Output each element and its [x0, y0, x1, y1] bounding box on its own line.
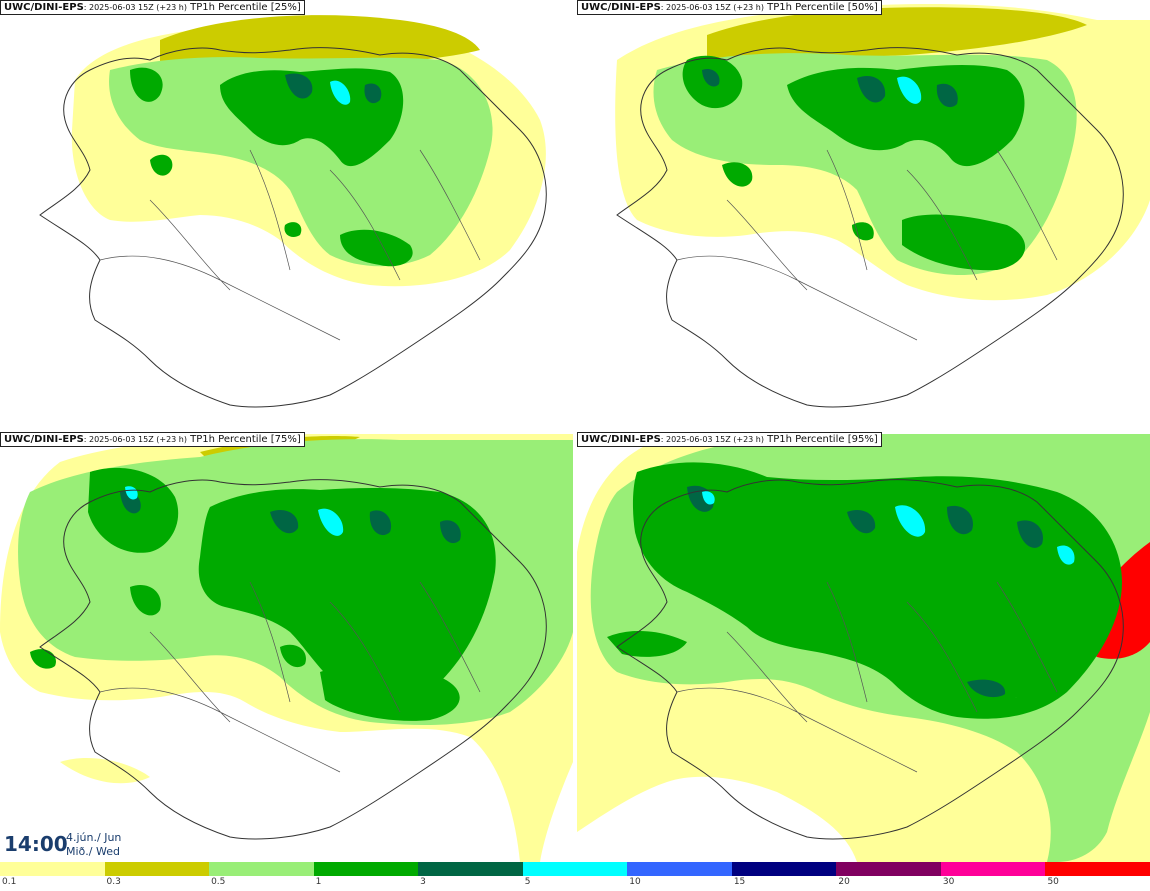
- legend-label: 10: [629, 877, 641, 887]
- color-legend: 0.1 0.3 0.5 1 3 5 10 15 20 30 50: [0, 862, 1150, 891]
- legend-swatch: [209, 862, 315, 876]
- land-outline: [616, 47, 1124, 408]
- legend-label: 30: [942, 877, 955, 887]
- legend-swatch: [313, 862, 419, 876]
- precip-area-cyan: [330, 80, 351, 105]
- legend-label: 50: [1047, 877, 1059, 887]
- legend-swatch: [627, 862, 733, 876]
- legend-label: 0.1: [2, 877, 17, 887]
- map-panel-95: UWC/DINI-EPS: 2025-06-03 15Z (+23 h) TP1…: [577, 432, 1150, 862]
- land-outline: [39, 47, 547, 408]
- precip-area-green: [607, 462, 1122, 719]
- map-panel-75: UWC/DINI-EPS: 2025-06-03 15Z (+23 h) TP1…: [0, 432, 573, 862]
- legend-label: 15: [733, 877, 746, 887]
- precip-area-dark-green: [120, 491, 461, 544]
- panel-title: UWC/DINI-EPS: 2025-06-03 15Z (+23 h) TP1…: [0, 0, 305, 15]
- precip-area-cyan: [897, 76, 922, 104]
- precip-area-dark-green: [285, 73, 382, 104]
- legend-label: 5: [524, 877, 531, 887]
- roads: [99, 149, 481, 341]
- legend-swatch: [940, 862, 1046, 876]
- precip-map: [577, 434, 1150, 862]
- precip-area-dark-green: [687, 485, 1043, 698]
- legend-swatch: [1045, 862, 1150, 876]
- map-panel-25: UWC/DINI-EPS: 2025-06-03 15Z (+23 h) TP1…: [0, 0, 573, 430]
- precip-area-green: [682, 55, 1026, 271]
- precip-map: [0, 434, 573, 862]
- precip-map: [39, 15, 547, 408]
- legend-label: 1: [315, 877, 322, 887]
- land-outline: [616, 479, 1124, 840]
- legend-swatch: [0, 862, 105, 876]
- legend-swatch: [731, 862, 837, 876]
- precip-map: [615, 3, 1150, 408]
- legend-swatch: [522, 862, 628, 876]
- roads: [676, 149, 1058, 341]
- date-line-2: Mið./ Wed: [66, 845, 120, 858]
- legend-label: 3: [420, 877, 426, 887]
- valid-time-box: 14:00 4.jún./ Jun Mið./ Wed: [0, 828, 132, 860]
- legend-label: 20: [838, 877, 850, 887]
- legend-label: 0.5: [211, 877, 226, 887]
- panel-title: UWC/DINI-EPS: 2025-06-03 15Z (+23 h) TP1…: [577, 0, 882, 15]
- valid-time-clock: 14:00: [4, 832, 68, 856]
- land-outline: [39, 479, 547, 840]
- precip-area-green: [130, 67, 413, 267]
- legend-swatch: [418, 862, 524, 876]
- roads: [676, 581, 1058, 773]
- map-panel-50: UWC/DINI-EPS: 2025-06-03 15Z (+23 h) TP1…: [577, 0, 1150, 430]
- legend-label: 0.3: [106, 877, 121, 887]
- legend-swatch: [836, 862, 942, 876]
- roads: [99, 581, 481, 773]
- panel-title: UWC/DINI-EPS: 2025-06-03 15Z (+23 h) TP1…: [0, 432, 305, 447]
- legend-swatch: [104, 862, 210, 876]
- date-line-1: 4.jún./ Jun: [66, 831, 122, 844]
- panel-title: UWC/DINI-EPS: 2025-06-03 15Z (+23 h) TP1…: [577, 432, 882, 447]
- valid-time-date: 4.jún./ Jun Mið./ Wed: [66, 831, 121, 859]
